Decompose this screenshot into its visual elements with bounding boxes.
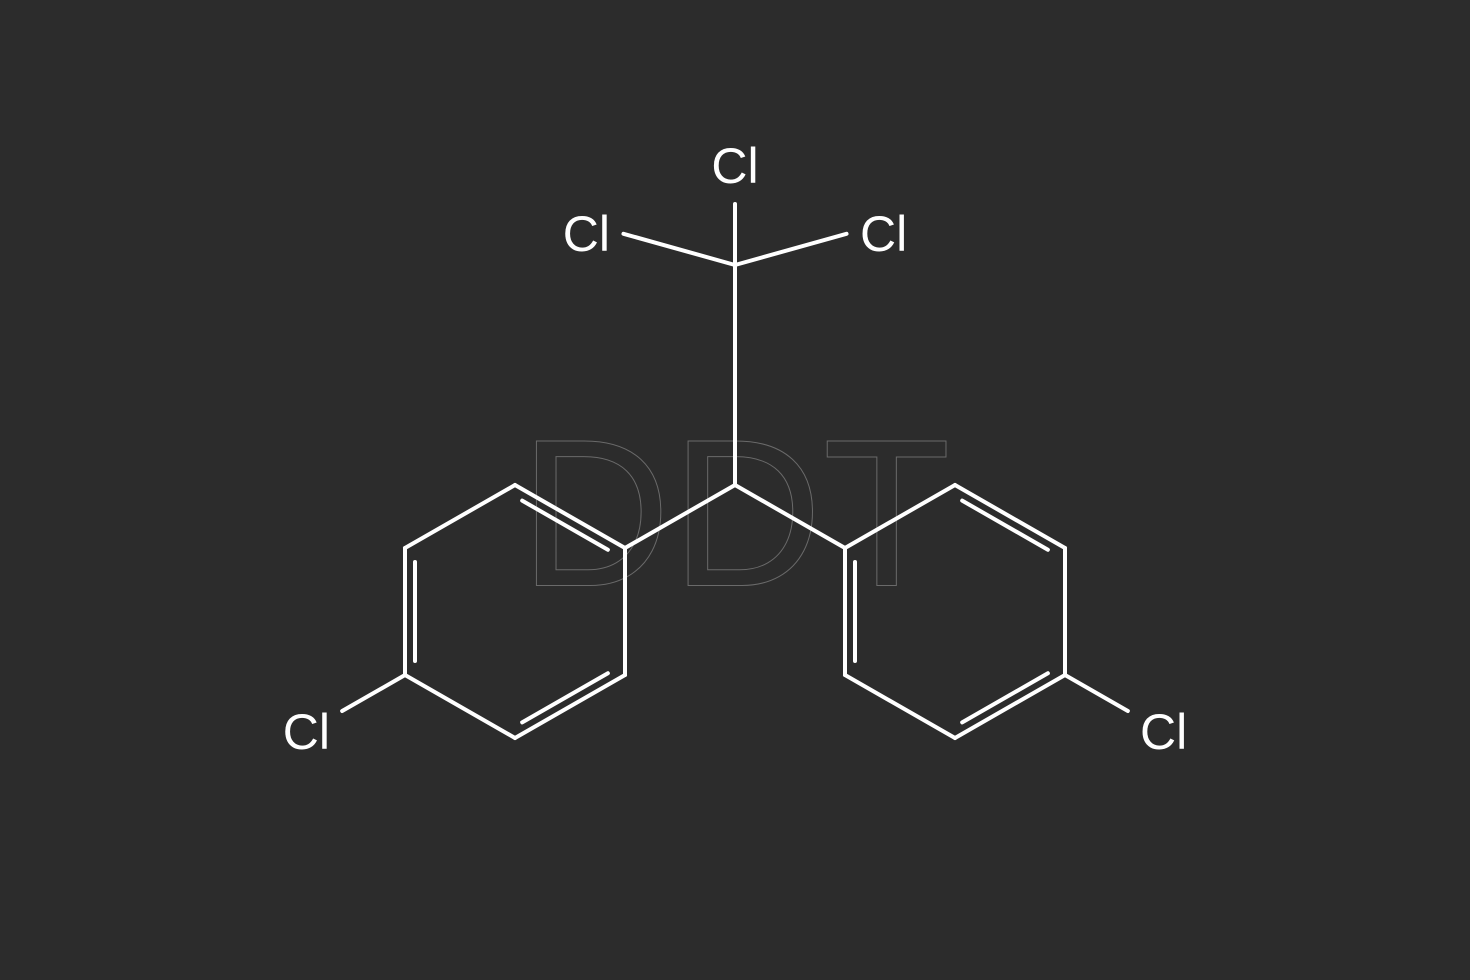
atom-label-Cl_ringR: Cl [1140, 704, 1187, 760]
atom-label-Cl_mid: Cl [711, 138, 758, 194]
molecule-diagram: DDTClClClClCl [0, 0, 1470, 980]
atom-label-Cl_ringL: Cl [283, 704, 330, 760]
atom-label-Cl_left: Cl [563, 206, 610, 262]
atom-label-Cl_right: Cl [860, 206, 907, 262]
